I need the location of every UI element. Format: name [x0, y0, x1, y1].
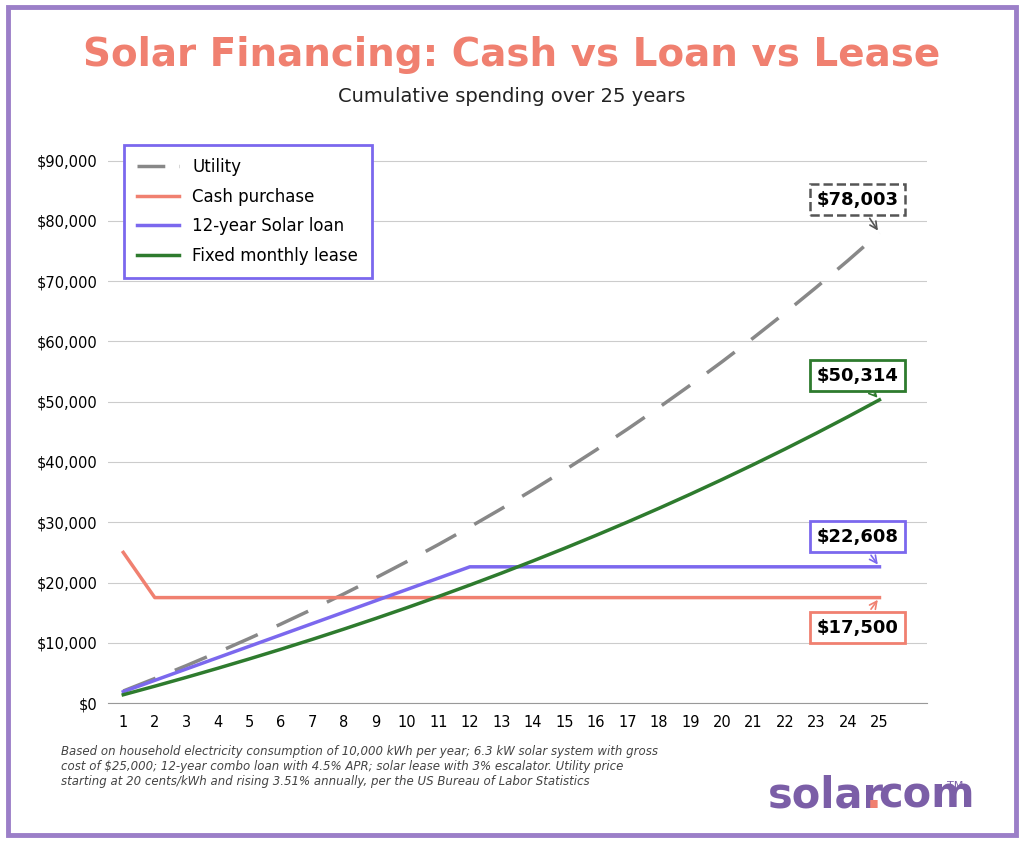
Text: com: com	[879, 775, 975, 817]
Text: $22,608: $22,608	[816, 528, 898, 563]
Text: Solar Financing: Cash vs Loan vs Lease: Solar Financing: Cash vs Loan vs Lease	[83, 35, 941, 74]
Text: Based on household electricity consumption of 10,000 kWh per year; 6.3 kW solar : Based on household electricity consumpti…	[61, 745, 658, 788]
Text: .: .	[865, 775, 882, 817]
Legend: Utility, Cash purchase, 12-year Solar loan, Fixed monthly lease: Utility, Cash purchase, 12-year Solar lo…	[124, 145, 372, 278]
Text: $50,314: $50,314	[816, 367, 898, 397]
Text: TM: TM	[947, 781, 964, 791]
Text: $78,003: $78,003	[816, 191, 898, 229]
Text: $17,500: $17,500	[816, 601, 898, 637]
Text: solar: solar	[768, 775, 884, 817]
Text: Cumulative spending over 25 years: Cumulative spending over 25 years	[338, 88, 686, 106]
